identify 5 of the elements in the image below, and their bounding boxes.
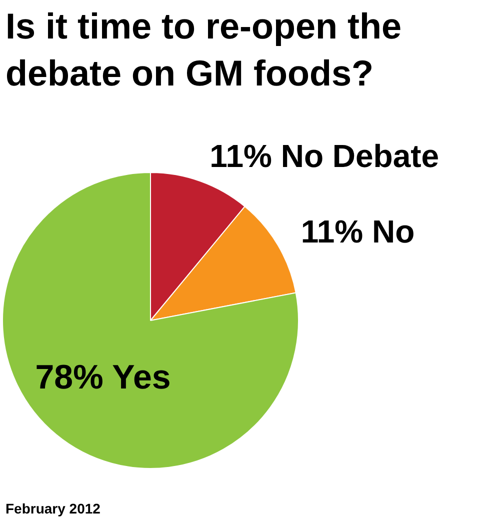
slice-label: 78% Yes <box>35 358 171 397</box>
slice-label: 11% No <box>300 214 415 250</box>
text: February 2012 <box>6 500 101 516</box>
slice-label: 11% No Debate <box>210 138 440 174</box>
chart-title: Is it time to re-open the debate on GM foods? <box>6 6 402 94</box>
